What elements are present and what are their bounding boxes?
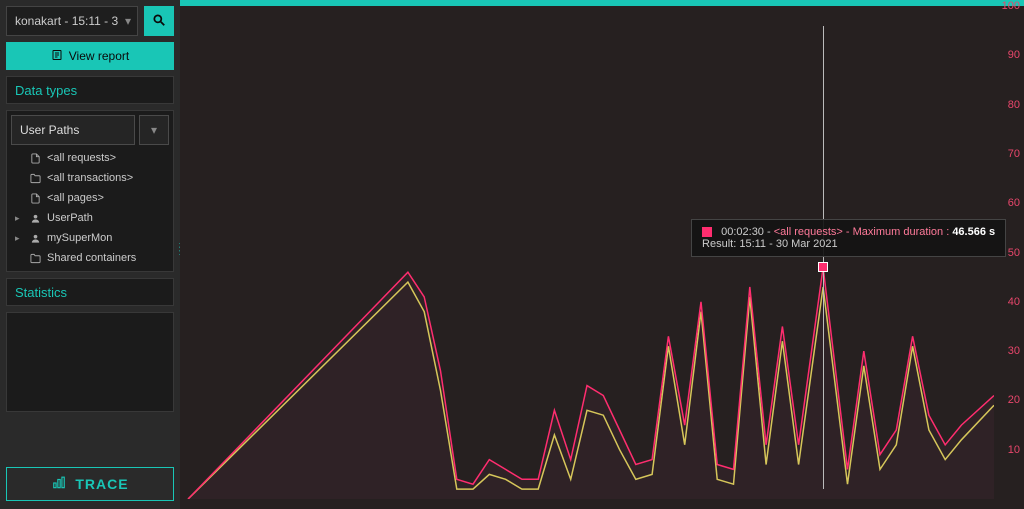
data-types-panel: User Paths ▾ <all requests> <all transact… (6, 110, 174, 272)
y-tick-label: 10 (1008, 444, 1020, 456)
tooltip-metric: Maximum duration (853, 226, 943, 238)
search-button[interactable] (144, 6, 174, 36)
y-tick-label: 100 (1002, 0, 1020, 12)
time-marker-point (818, 262, 828, 272)
trace-button[interactable]: TRACE (6, 467, 174, 501)
data-types-header: Data types (6, 76, 174, 104)
data-types-label: Data types (15, 83, 77, 98)
statistics-header: Statistics (6, 278, 174, 306)
view-report-button[interactable]: View report (6, 42, 174, 70)
sidebar: konakart - 15:11 - 3 ▾ View report Data … (0, 0, 180, 509)
caret-icon: ▸ (15, 233, 23, 244)
chart-tooltip: 00:02:30 - <all requests> - Maximum dura… (691, 219, 1006, 257)
tooltip-value: 46.566 s (952, 226, 995, 238)
tree-item-label: mySuperMon (47, 232, 112, 244)
folder-icon (29, 253, 41, 264)
chart-area: 00:02:30 - <all requests> - Maximum dura… (180, 0, 1024, 509)
folder-icon (29, 173, 41, 184)
y-tick-label: 70 (1008, 148, 1020, 160)
statistics-label: Statistics (15, 285, 67, 300)
tree-item-label: UserPath (47, 212, 93, 224)
file-icon (29, 193, 41, 204)
tooltip-time: 00:02:30 (721, 226, 764, 238)
search-icon (152, 13, 166, 30)
tree-item[interactable]: <all requests> (11, 149, 169, 167)
statistics-panel (6, 312, 174, 412)
chevron-down-icon: ▾ (151, 123, 157, 137)
y-axis-labels: 102030405060708090100 (994, 6, 1024, 499)
trace-label: TRACE (75, 476, 128, 492)
tree-item[interactable]: Shared containers (11, 249, 169, 267)
userpaths-selector-value: User Paths (20, 123, 79, 137)
y-tick-label: 50 (1008, 247, 1020, 259)
tree-item[interactable]: <all transactions> (11, 169, 169, 187)
chevron-down-icon: ▾ (125, 14, 131, 28)
project-selector[interactable]: konakart - 15:11 - 3 ▾ (6, 6, 138, 36)
report-icon (51, 49, 63, 64)
y-tick-label: 30 (1008, 345, 1020, 357)
y-tick-label: 20 (1008, 394, 1020, 406)
view-report-label: View report (69, 49, 129, 63)
user-icon (29, 213, 41, 224)
y-tick-label: 60 (1008, 197, 1020, 209)
tree-item-label: <all requests> (47, 152, 116, 164)
file-icon (29, 153, 41, 164)
y-tick-label: 40 (1008, 296, 1020, 308)
bar-chart-icon (51, 476, 67, 493)
tree-item[interactable]: <all pages> (11, 189, 169, 207)
tooltip-swatch (702, 227, 712, 237)
user-icon (29, 233, 41, 244)
userpaths-selector[interactable]: User Paths (11, 115, 135, 145)
y-tick-label: 90 (1008, 49, 1020, 61)
tooltip-result: Result: 15:11 - 30 Mar 2021 (702, 238, 995, 250)
tree-item-label: Shared containers (47, 252, 136, 264)
userpaths-expand-button[interactable]: ▾ (139, 115, 169, 145)
tree-item-label: <all pages> (47, 192, 104, 204)
tooltip-series: <all requests> (774, 226, 843, 238)
time-marker-line (823, 26, 824, 489)
tree-item-label: <all transactions> (47, 172, 133, 184)
tree: <all requests> <all transactions> <all pag… (11, 149, 169, 267)
chart-canvas[interactable]: 00:02:30 - <all requests> - Maximum dura… (180, 6, 994, 499)
tree-item[interactable]: ▸ mySuperMon (11, 229, 169, 247)
y-tick-label: 80 (1008, 99, 1020, 111)
tree-item[interactable]: ▸ UserPath (11, 209, 169, 227)
project-selector-value: konakart - 15:11 - 3 (15, 14, 118, 28)
caret-icon: ▸ (15, 213, 23, 224)
